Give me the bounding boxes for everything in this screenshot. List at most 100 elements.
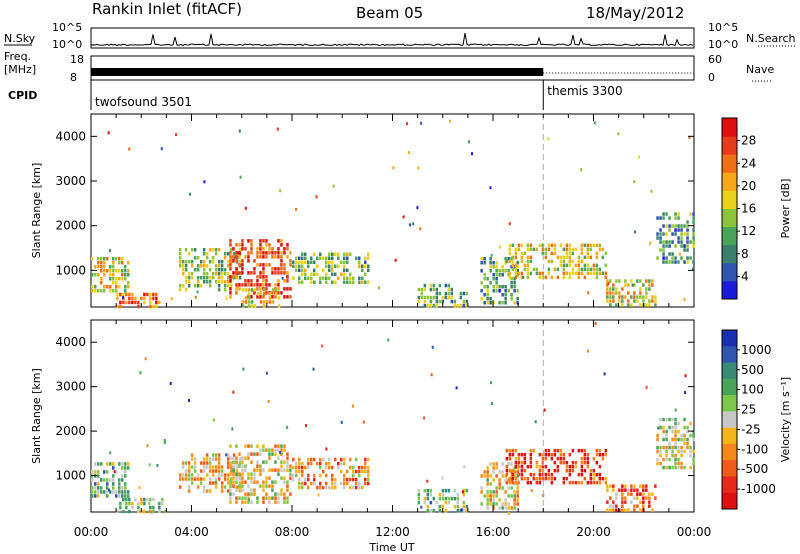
scatter-cell: [649, 241, 652, 245]
range-cell: [289, 295, 292, 299]
range-cell: [453, 488, 457, 493]
range-cell: [229, 263, 232, 267]
scatter-cell: [267, 400, 270, 403]
range-cell: [568, 271, 572, 276]
range-cell: [259, 271, 262, 275]
scatter-cell: [305, 424, 307, 428]
range-cell: [361, 276, 364, 280]
range-cell: [277, 500, 280, 504]
range-cell: [238, 260, 242, 264]
range-cell: [247, 283, 250, 287]
range-cell: [208, 457, 212, 461]
range-cell: [435, 295, 439, 300]
range-cell: [358, 469, 361, 474]
range-cell: [253, 452, 256, 456]
range-cell: [349, 465, 352, 470]
range-cell: [262, 279, 265, 283]
scatter-cell: [146, 444, 149, 448]
range-cell: [447, 291, 451, 296]
range-cell: [553, 243, 557, 248]
range-cell: [501, 462, 504, 466]
range-cell: [94, 470, 97, 474]
range-cell: [313, 252, 316, 256]
range-cell: [131, 501, 134, 506]
range-cell: [271, 288, 275, 292]
range-cell: [229, 284, 233, 288]
range-cell: [671, 417, 674, 422]
range-cell: [633, 283, 636, 287]
range-cell: [241, 300, 245, 304]
range-cell: [523, 468, 527, 473]
range-cell: [94, 490, 97, 494]
range-cell: [241, 288, 245, 292]
range-cell: [250, 288, 254, 292]
range-cell: [507, 257, 510, 261]
range-cell: [265, 283, 268, 287]
range-cell: [268, 251, 271, 255]
range-cell: [432, 496, 436, 501]
range-cell: [286, 484, 289, 488]
range-cell: [483, 494, 486, 498]
range-cell: [364, 461, 367, 466]
range-cell: [334, 485, 337, 490]
range-cell: [313, 280, 316, 284]
range-cell: [349, 272, 352, 276]
range-cell: [286, 464, 289, 468]
range-cell: [121, 257, 124, 261]
range-cell: [100, 490, 103, 494]
range-cell: [680, 232, 683, 236]
range-cell: [648, 500, 651, 504]
range-cell: [238, 243, 241, 247]
range-cell: [438, 492, 442, 497]
range-cell: [184, 469, 188, 473]
range-cell: [662, 429, 665, 434]
range-cell: [692, 461, 695, 466]
range-cell: [313, 481, 316, 486]
range-cell: [595, 255, 599, 260]
range-cell: [217, 477, 221, 481]
scatter-cell: [238, 129, 241, 133]
range-cell: [292, 264, 295, 268]
range-cell: [438, 508, 442, 513]
range-cell: [645, 484, 648, 488]
range-cell: [220, 268, 224, 272]
range-cell: [343, 473, 346, 478]
range-cell: [298, 280, 301, 284]
range-cell: [121, 490, 124, 494]
range-cell: [492, 301, 495, 305]
range-cell: [109, 265, 112, 269]
range-cell: [124, 285, 127, 289]
scatter-cell: [490, 381, 492, 385]
range-cell: [250, 239, 253, 243]
range-cell: [304, 260, 307, 264]
range-cell: [205, 461, 209, 465]
range-cell: [238, 452, 241, 456]
range-cell: [265, 492, 268, 496]
range-cell: [301, 485, 304, 490]
scatter-cell: [122, 295, 125, 299]
range-cell: [226, 461, 230, 465]
range-cell: [250, 492, 253, 496]
scatter-cell: [331, 268, 333, 271]
range-cell: [504, 285, 507, 289]
range-cell: [208, 268, 212, 272]
range-cell: [238, 287, 241, 291]
range-cell: [544, 456, 548, 461]
range-cell: [289, 464, 292, 468]
range-cell: [654, 295, 657, 299]
range-cell: [331, 272, 334, 276]
range-cell: [550, 243, 554, 248]
range-cell: [316, 485, 319, 490]
range-cell: [438, 283, 442, 288]
range-cell: [514, 263, 518, 268]
range-cell: [214, 453, 218, 457]
scatter-cell: [225, 453, 228, 457]
range-cell: [331, 280, 334, 284]
range-cell: [100, 277, 103, 281]
range-cell: [538, 464, 542, 469]
range-cell: [420, 295, 424, 300]
range-cell: [480, 502, 483, 506]
range-cell: [125, 300, 128, 305]
range-cell: [217, 461, 221, 465]
range-cell: [636, 488, 639, 492]
